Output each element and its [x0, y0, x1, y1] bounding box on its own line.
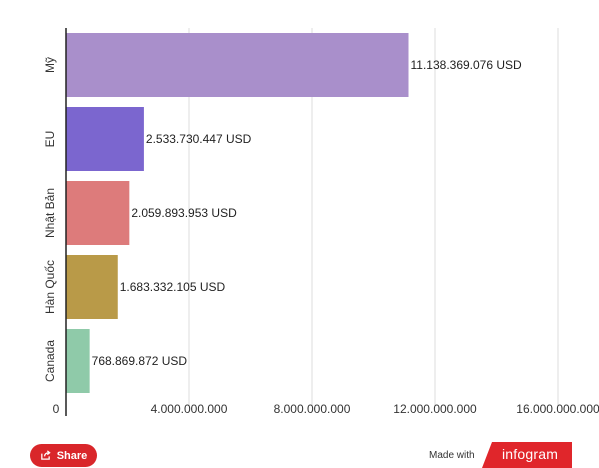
bar-value-label: 2.059.893.953 USD [131, 206, 237, 220]
category-label: Hàn Quốc [43, 260, 57, 314]
bar [66, 181, 130, 245]
x-tick-label: 12.000.000.000 [393, 402, 477, 416]
made-with-text: Made with [429, 450, 475, 461]
category-label: Mỹ [43, 57, 57, 73]
category-label: Canada [43, 340, 57, 382]
category-label: EU [43, 131, 57, 148]
bar [66, 107, 144, 171]
x-tick-label: 16.000.000.000 [516, 402, 599, 416]
share-label: Share [56, 449, 88, 462]
bar-value-label: 1.683.332.105 USD [120, 280, 226, 294]
footer: Share Made with infogram [0, 436, 599, 468]
bar [66, 329, 90, 393]
bar-chart: 0 4.000.000.000 8.000.000.000 12.000.000.00… [43, 28, 599, 416]
bar [66, 255, 118, 319]
bar [66, 33, 409, 97]
x-tick-label: 4.000.000.000 [151, 402, 228, 416]
bar-value-label: 768.869.872 USD [92, 354, 188, 368]
bar-value-label: 2.533.730.447 USD [146, 132, 252, 146]
category-label: Nhật Bản [43, 188, 57, 238]
x-tick-label: 0 [53, 402, 60, 416]
share-button[interactable]: Share [30, 444, 97, 467]
infogram-brand-text: infogram [502, 446, 559, 462]
x-tick-label: 8.000.000.000 [274, 402, 351, 416]
infogram-logo[interactable] [482, 442, 572, 468]
share-icon [40, 450, 51, 460]
bar-value-label: 11.138.369.076 USD [411, 58, 523, 72]
